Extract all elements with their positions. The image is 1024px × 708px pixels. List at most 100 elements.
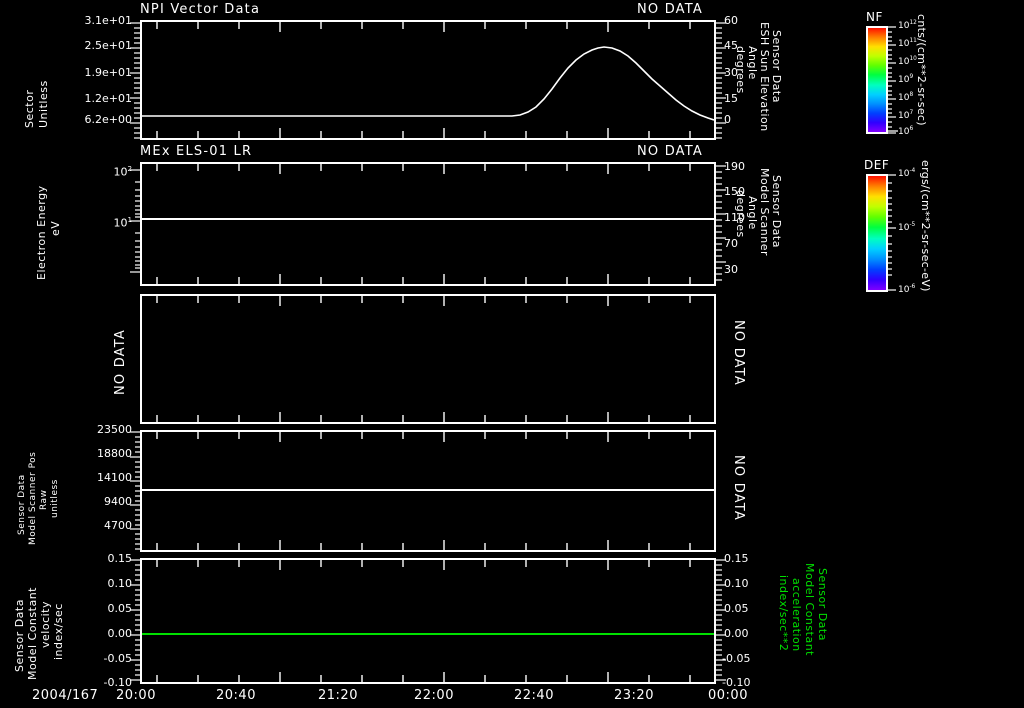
panel-2-ytick-r-2: 110 bbox=[724, 211, 745, 224]
panel-5-ytick-0: 0.15 bbox=[107, 552, 133, 565]
colorbar-def-gradient[interactable] bbox=[866, 174, 888, 292]
panel-5-left-axis-label-line-0: Sensor Data bbox=[13, 599, 26, 672]
panel-5-right-axis-label-line-0: Sensor Data bbox=[816, 568, 829, 641]
panel-1-right-axis-label-line-0: Sensor Data bbox=[770, 30, 783, 103]
panel-4-plot-area[interactable] bbox=[140, 430, 716, 552]
xaxis-tick-label-6: 00:00 bbox=[708, 688, 748, 703]
panel-1-right-axis-label-line-1: ESH Sun Elevation bbox=[758, 22, 771, 132]
panel-1-ytick-r-2: 30 bbox=[724, 66, 738, 79]
panel-2-ytick-r-0: 190 bbox=[724, 160, 745, 173]
panel-1-left-axis-label-line-0: Sector bbox=[23, 89, 36, 128]
panel-5-left-axis-label-line-2: velocity bbox=[39, 601, 52, 648]
panel-3-plot-area[interactable] bbox=[140, 294, 716, 424]
panel-4-ytick-3: 9400 bbox=[104, 495, 132, 508]
panel-2-left-axis-label-line-0: Electron Energy bbox=[35, 185, 48, 280]
panel-5-ytick-r-2: 0.05 bbox=[724, 602, 749, 615]
xaxis-tick-label-5: 23:20 bbox=[614, 688, 654, 703]
panel-2-right-axis-label-line-2: Angle bbox=[746, 196, 759, 230]
panel-5-plot-area[interactable] bbox=[140, 558, 716, 684]
panel-1-plot-area[interactable] bbox=[140, 20, 716, 140]
panel-1-right-header: NO DATA bbox=[637, 2, 703, 17]
panel-1-left-axis-label: Sector bbox=[23, 89, 36, 128]
panel-1-ytick-3: 1.2e+01 bbox=[84, 92, 132, 105]
colorbar-nf-tick-2: 1010 bbox=[898, 56, 917, 67]
panel-2-axis-ticks bbox=[156, 164, 691, 284]
panel-5-ytick-1: 0.10 bbox=[107, 577, 133, 590]
panel-1-ytick-r-0: 60 bbox=[724, 14, 738, 27]
panel-3-axis-ticks bbox=[156, 296, 691, 422]
panel-2-left-log-ticks bbox=[130, 169, 141, 273]
panel-5-ytick-r-1: 0.10 bbox=[724, 577, 749, 590]
colorbar-nf-gradient[interactable] bbox=[866, 26, 888, 134]
panel-2-ytick-r-3: 70 bbox=[724, 237, 738, 250]
colorbar-def-tick-0: 10-4 bbox=[898, 168, 916, 179]
panel-5-ytick-2: 0.05 bbox=[107, 602, 133, 615]
panel-5-ytick-r-5: -0.10 bbox=[722, 676, 751, 689]
panel-2-right-axis-label-line-3: degrees bbox=[734, 190, 747, 238]
panel-5-ytick-r-3: 0.00 bbox=[724, 627, 749, 640]
panel-5-ytick-5: -0.10 bbox=[103, 676, 132, 689]
colorbar-def-tick-1: 10-5 bbox=[898, 222, 916, 233]
panel-5-ytick-3: 0.00 bbox=[107, 627, 133, 640]
panel-1-ytick-0: 3.1e+01 bbox=[84, 14, 132, 27]
panel-5-data-line bbox=[142, 633, 714, 635]
colorbar-nf-ticks bbox=[886, 26, 898, 134]
panel-2-ytick-r-1: 150 bbox=[724, 185, 745, 198]
colorbar-nf-tick-0: 1012 bbox=[898, 20, 917, 31]
panel-2-ytick-1: 101 bbox=[113, 215, 132, 230]
xaxis-tick-label-3: 22:00 bbox=[414, 688, 454, 703]
panel-2-title: MEx ELS-01 LR bbox=[140, 144, 253, 159]
panel-4-axis-ticks bbox=[156, 432, 691, 550]
panel-1-left-axis-label-line-1: Unitless bbox=[37, 80, 50, 128]
panel-4-left-minor-ticks bbox=[130, 431, 141, 550]
panel-1-ytick-1: 2.5e+01 bbox=[84, 39, 132, 52]
panel-5-left-minor-ticks bbox=[130, 559, 141, 681]
panel-1-right-minor-ticks bbox=[715, 22, 726, 139]
colorbar-def-title: DEF bbox=[864, 158, 890, 172]
panel-1-ytick-4: 6.2e+00 bbox=[84, 113, 132, 126]
panel-5-ytick-r-0: 0.15 bbox=[724, 552, 749, 565]
panel-1-ytick-r-3: 15 bbox=[724, 92, 738, 105]
colorbar-nf-title: NF bbox=[866, 10, 883, 24]
panel-1-right-axis-label-line-3: degrees bbox=[734, 46, 747, 94]
panel-1-left-axis-label-2: Unitless bbox=[37, 80, 50, 128]
xaxis-date-label: 2004/167 bbox=[32, 688, 99, 703]
panel-2-data-line bbox=[142, 218, 714, 220]
panel-5-left-axis-label-line-1: Model Constant bbox=[26, 587, 39, 680]
panel-5-right-axis-label-line-3: index/sec**2 bbox=[777, 575, 790, 652]
colorbar-def-tick-2: 10-6 bbox=[898, 284, 916, 295]
panel-2-right-header: NO DATA bbox=[637, 144, 703, 159]
panel-2-right-axis-label-line-0: Sensor Data bbox=[770, 175, 783, 248]
panel-2-plot-area[interactable] bbox=[140, 162, 716, 286]
panel-5-right-axis-label-line-2: acceleration bbox=[790, 578, 803, 652]
panel-3-left-no-data: NO DATA bbox=[113, 329, 128, 395]
colorbar-nf-tick-3: 109 bbox=[898, 74, 914, 85]
panel-1-ytick-r-4: 0 bbox=[724, 113, 731, 126]
panel-5-right-minor-ticks bbox=[715, 559, 726, 681]
panel-4-data-line bbox=[142, 489, 714, 491]
panel-2-ytick-0: 102 bbox=[113, 164, 132, 179]
colorbar-def-ticks bbox=[886, 174, 896, 291]
panel-4-ytick-4: 4700 bbox=[104, 519, 132, 532]
panel-4-right-no-data: NO DATA bbox=[731, 455, 746, 521]
panel-4-left-axis-label-line-3: unitless bbox=[50, 479, 60, 518]
panel-5-left-axis-label-line-3: index/sec bbox=[52, 603, 65, 660]
colorbar-def-unit: ergs/(cm**2-sr-sec-eV) bbox=[919, 160, 932, 292]
panel-1-right-axis-label-line-2: Angle bbox=[746, 46, 759, 80]
panel-1-ytick-r-1: 45 bbox=[724, 39, 738, 52]
panel-2-ytick-r-4: 30 bbox=[724, 263, 738, 276]
colorbar-nf-tick-4: 108 bbox=[898, 92, 914, 103]
panel-4-ytick-2: 14100 bbox=[97, 471, 132, 484]
panel-4-ytick-1: 18800 bbox=[97, 447, 132, 460]
panel-2-right-axis-label-line-1: Model Scanner bbox=[758, 168, 771, 257]
panel-1-ytick-2: 1.9e+01 bbox=[84, 66, 132, 79]
panel-1-data-curve bbox=[142, 46, 714, 121]
colorbar-nf-tick-6: 106 bbox=[898, 126, 914, 137]
xaxis-tick-label-4: 22:40 bbox=[514, 688, 554, 703]
panel-2-right-minor-ticks bbox=[715, 165, 726, 281]
panel-1-left-minor-ticks bbox=[130, 22, 141, 139]
panel-1-title: NPI Vector Data bbox=[140, 2, 261, 17]
xaxis-tick-label-1: 20:40 bbox=[216, 688, 256, 703]
panel-5-ytick-4: -0.05 bbox=[103, 652, 132, 665]
panel-5-axis-ticks bbox=[156, 560, 691, 682]
